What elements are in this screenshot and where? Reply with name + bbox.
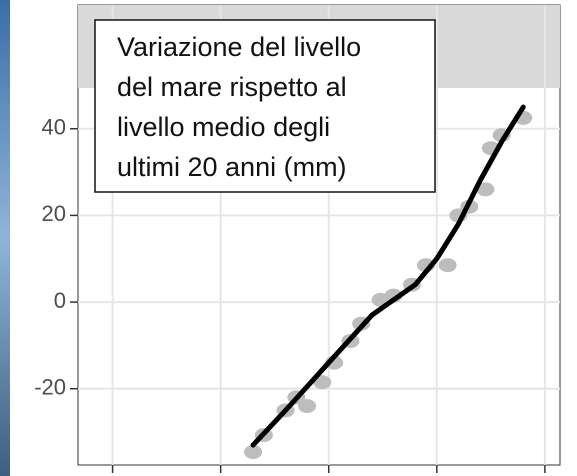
point	[298, 399, 317, 414]
annotation-box	[94, 19, 436, 193]
y-tick-label: 40	[42, 115, 66, 140]
annotation-line: del mare rispetto al	[117, 72, 347, 102]
trend-line	[250, 104, 526, 448]
y-tick-label: -20	[34, 375, 66, 400]
point	[313, 375, 332, 390]
annotation-line: Variazione del livello	[117, 32, 361, 62]
annotation-line: livello medio degli	[117, 112, 330, 142]
annotation-line: ultimi 20 anni (mm)	[117, 152, 347, 182]
y-tick-label: 20	[42, 201, 66, 226]
background-photo-edge	[0, 0, 10, 476]
point	[438, 258, 457, 273]
point	[476, 182, 495, 197]
point	[244, 445, 263, 459]
y-tick-label: 0	[54, 288, 66, 313]
